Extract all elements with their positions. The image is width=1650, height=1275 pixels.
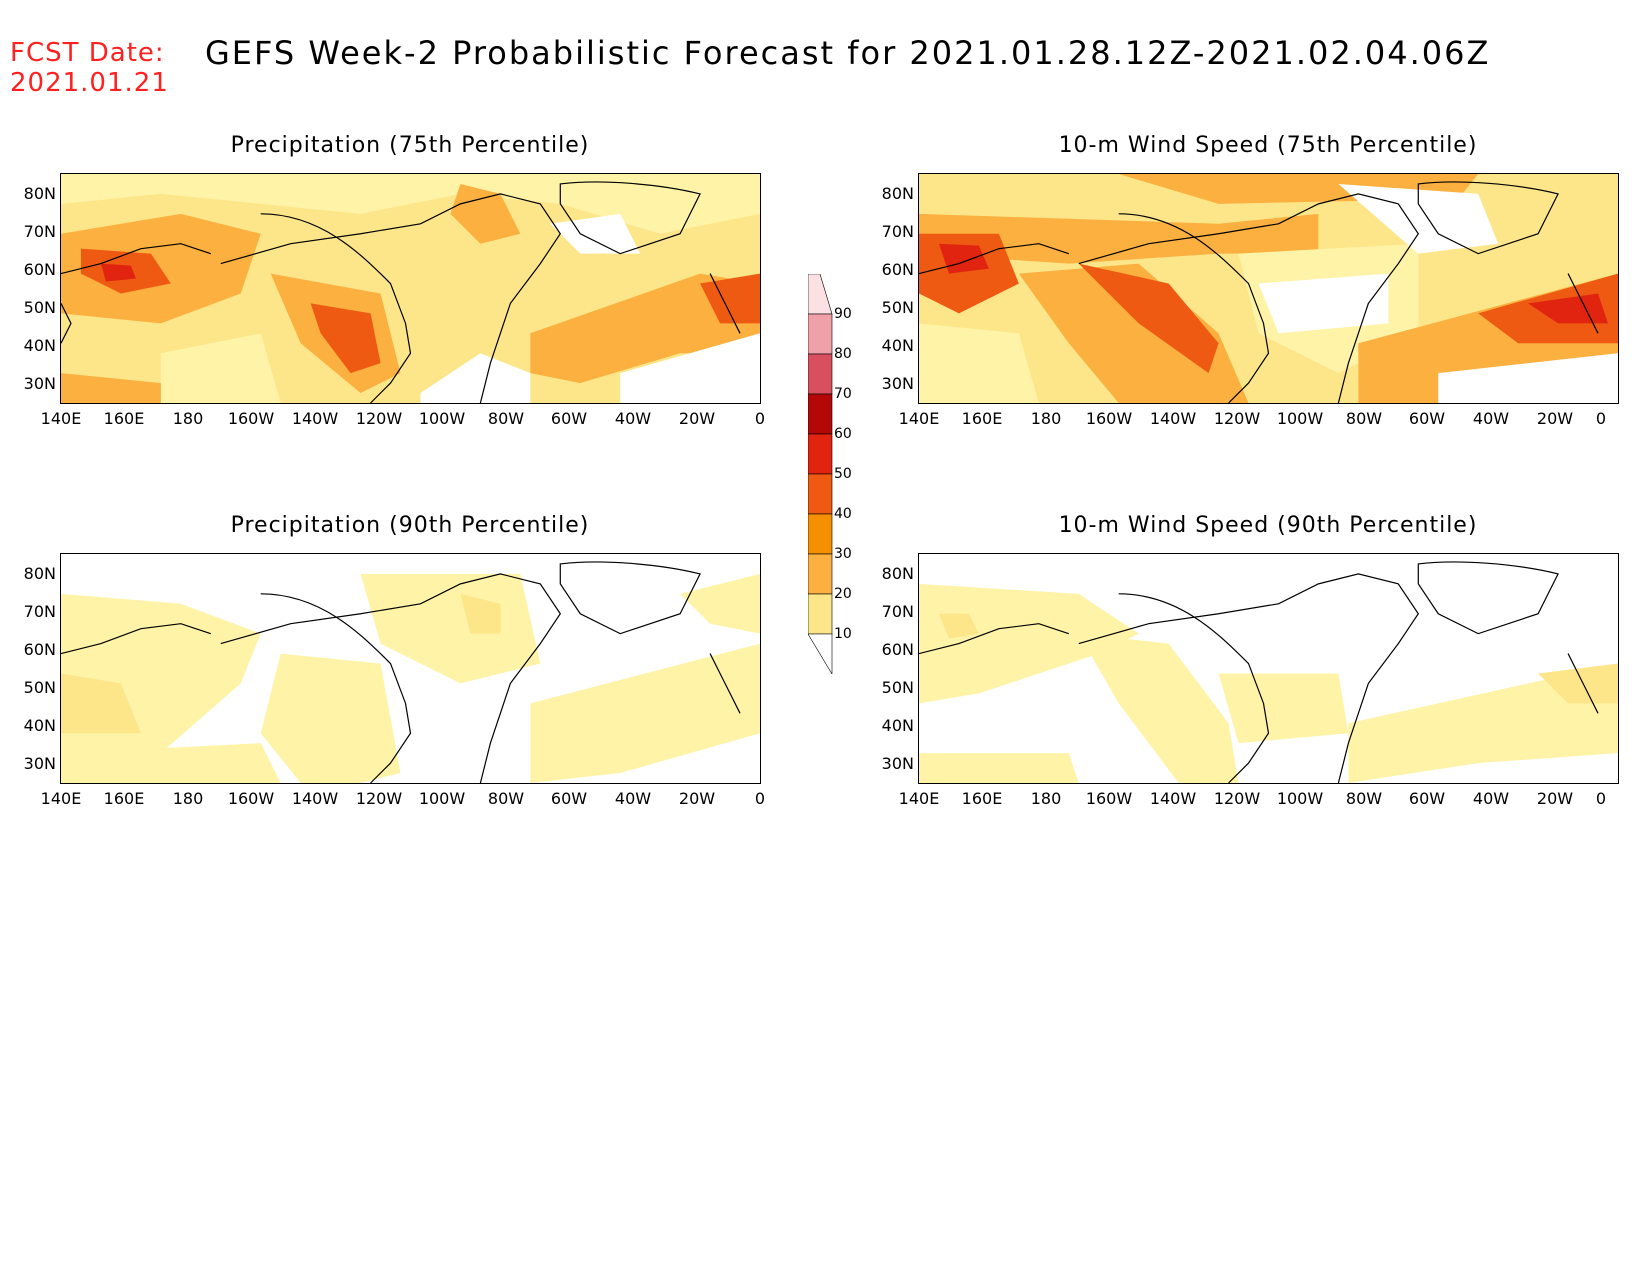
- lon-label: 60W: [1408, 409, 1446, 428]
- panel-title-precip-75: Precipitation (75th Percentile): [230, 133, 590, 158]
- map-precip-75: [60, 173, 761, 404]
- lon-label: 80W: [1345, 409, 1383, 428]
- lon-label: 140E: [898, 789, 940, 808]
- lon-label: 160W: [227, 789, 275, 808]
- lat-label: 70N: [23, 222, 56, 241]
- lat-label: 60N: [881, 260, 914, 279]
- lon-label: 160E: [103, 409, 145, 428]
- panel-title-wind-75: 10-m Wind Speed (75th Percentile): [1058, 133, 1478, 158]
- map-wind-75: [918, 173, 1619, 404]
- lon-label: 160E: [961, 789, 1003, 808]
- colorbar-label: 10: [834, 626, 852, 642]
- colorbar-label: 70: [834, 386, 852, 402]
- lon-label: 120W: [355, 789, 403, 808]
- lat-label: 40N: [881, 336, 914, 355]
- lat-label: 40N: [23, 716, 56, 735]
- fcst-label: FCST Date:: [10, 38, 165, 68]
- lat-label: 80N: [881, 184, 914, 203]
- map-precip-90: [60, 553, 761, 784]
- lon-label: 180: [172, 789, 204, 808]
- lon-label: 120W: [1213, 409, 1261, 428]
- lat-label: 30N: [23, 754, 56, 773]
- lon-label: 100W: [418, 409, 466, 428]
- lon-label: 140W: [291, 409, 339, 428]
- lat-label: 80N: [23, 184, 56, 203]
- lat-label: 50N: [881, 298, 914, 317]
- map-wind-90: [918, 553, 1619, 784]
- lat-label: 70N: [881, 222, 914, 241]
- lon-label: 0: [754, 789, 766, 808]
- lon-label: 0: [1595, 789, 1607, 808]
- lon-label: 40W: [1472, 789, 1510, 808]
- lon-label: 160E: [103, 789, 145, 808]
- forecast-date: FCST Date: 2021.01.21: [10, 38, 169, 98]
- colorbar: [807, 273, 868, 676]
- lon-label: 20W: [678, 409, 716, 428]
- lon-label: 140E: [40, 409, 82, 428]
- lon-label: 180: [1030, 409, 1062, 428]
- lat-label: 80N: [23, 564, 56, 583]
- colorbar-label: 50: [834, 466, 852, 482]
- lon-label: 140E: [898, 409, 940, 428]
- panel-title-precip-90: Precipitation (90th Percentile): [230, 513, 590, 538]
- lon-label: 160W: [1085, 789, 1133, 808]
- lat-label: 70N: [23, 602, 56, 621]
- lon-label: 80W: [487, 409, 525, 428]
- lon-label: 80W: [487, 789, 525, 808]
- page-title: GEFS Week-2 Probabilistic Forecast for 2…: [205, 34, 1491, 72]
- lon-label: 160W: [1085, 409, 1133, 428]
- lon-label: 160E: [961, 409, 1003, 428]
- fcst-value: 2021.01.21: [10, 68, 169, 98]
- lon-label: 140W: [291, 789, 339, 808]
- lat-label: 60N: [23, 640, 56, 659]
- lon-label: 100W: [418, 789, 466, 808]
- lon-label: 40W: [614, 409, 652, 428]
- lon-label: 60W: [550, 789, 588, 808]
- lon-label: 60W: [1408, 789, 1446, 808]
- colorbar-label: 80: [834, 346, 852, 362]
- lon-label: 120W: [355, 409, 403, 428]
- lat-label: 70N: [881, 602, 914, 621]
- lat-label: 50N: [23, 678, 56, 697]
- lon-label: 20W: [1536, 409, 1574, 428]
- lon-label: 40W: [1472, 409, 1510, 428]
- colorbar-label: 40: [834, 506, 852, 522]
- lon-label: 20W: [1536, 789, 1574, 808]
- panel-title-wind-90: 10-m Wind Speed (90th Percentile): [1058, 513, 1478, 538]
- lat-label: 30N: [23, 374, 56, 393]
- lon-label: 120W: [1213, 789, 1261, 808]
- lat-label: 40N: [881, 716, 914, 735]
- lon-label: 40W: [614, 789, 652, 808]
- lat-label: 50N: [23, 298, 56, 317]
- lon-label: 100W: [1276, 409, 1324, 428]
- lat-label: 50N: [881, 678, 914, 697]
- lat-label: 30N: [881, 374, 914, 393]
- colorbar-label: 90: [834, 306, 852, 322]
- lon-label: 0: [1595, 409, 1607, 428]
- lon-label: 180: [172, 409, 204, 428]
- lon-label: 180: [1030, 789, 1062, 808]
- lon-label: 160W: [227, 409, 275, 428]
- lon-label: 80W: [1345, 789, 1383, 808]
- lat-label: 60N: [881, 640, 914, 659]
- lon-label: 100W: [1276, 789, 1324, 808]
- lon-label: 60W: [550, 409, 588, 428]
- colorbar-label: 20: [834, 586, 852, 602]
- lat-label: 30N: [881, 754, 914, 773]
- lon-label: 140W: [1149, 789, 1197, 808]
- colorbar-label: 60: [834, 426, 852, 442]
- lon-label: 140W: [1149, 409, 1197, 428]
- lon-label: 0: [754, 409, 766, 428]
- lat-label: 80N: [881, 564, 914, 583]
- lat-label: 60N: [23, 260, 56, 279]
- lon-label: 140E: [40, 789, 82, 808]
- lon-label: 20W: [678, 789, 716, 808]
- colorbar-label: 30: [834, 546, 852, 562]
- lat-label: 40N: [23, 336, 56, 355]
